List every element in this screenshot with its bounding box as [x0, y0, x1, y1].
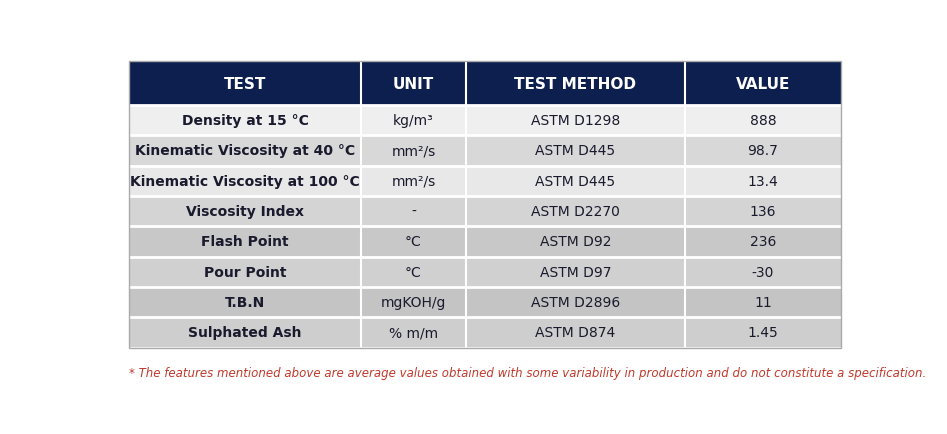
- Bar: [361, 197, 466, 227]
- Text: Sulphated Ash: Sulphated Ash: [188, 326, 302, 340]
- Bar: [361, 166, 466, 197]
- Text: -: -: [411, 204, 416, 219]
- Bar: [466, 62, 685, 105]
- Bar: [130, 197, 361, 227]
- Text: -30: -30: [752, 265, 774, 279]
- Text: 98.7: 98.7: [747, 144, 778, 158]
- Bar: [685, 105, 841, 136]
- Text: 11: 11: [754, 296, 772, 309]
- Bar: [466, 105, 685, 136]
- Text: ASTM D874: ASTM D874: [535, 326, 616, 340]
- Bar: [466, 136, 685, 166]
- Text: Kinematic Viscosity at 40 °C: Kinematic Viscosity at 40 °C: [135, 144, 355, 158]
- Text: Flash Point: Flash Point: [202, 235, 289, 249]
- Text: T.B.N: T.B.N: [225, 296, 265, 309]
- Bar: [130, 287, 361, 318]
- Text: ASTM D2270: ASTM D2270: [531, 204, 620, 219]
- Bar: [130, 105, 361, 136]
- Bar: [466, 257, 685, 287]
- Bar: [685, 257, 841, 287]
- Text: mgKOH/g: mgKOH/g: [381, 296, 446, 309]
- Bar: [466, 166, 685, 197]
- Bar: [361, 227, 466, 257]
- Text: °C: °C: [405, 265, 421, 279]
- Bar: [361, 105, 466, 136]
- Text: 236: 236: [750, 235, 777, 249]
- Bar: [361, 318, 466, 348]
- Bar: [685, 166, 841, 197]
- Bar: [361, 257, 466, 287]
- Bar: [361, 62, 466, 105]
- Text: ASTM D1298: ASTM D1298: [530, 114, 620, 128]
- Bar: [130, 166, 361, 197]
- Text: ASTM D2896: ASTM D2896: [530, 296, 620, 309]
- Text: 888: 888: [750, 114, 777, 128]
- Bar: [685, 136, 841, 166]
- Bar: [685, 287, 841, 318]
- Text: TEST METHOD: TEST METHOD: [514, 76, 636, 91]
- Text: Kinematic Viscosity at 100 °C: Kinematic Viscosity at 100 °C: [130, 174, 360, 188]
- Text: % m/m: % m/m: [389, 326, 438, 340]
- Text: ASTM D92: ASTM D92: [540, 235, 611, 249]
- Text: VALUE: VALUE: [736, 76, 790, 91]
- Bar: [466, 287, 685, 318]
- Bar: [685, 227, 841, 257]
- Text: mm²/s: mm²/s: [391, 174, 436, 188]
- Bar: [685, 318, 841, 348]
- Text: ASTM D445: ASTM D445: [535, 144, 616, 158]
- Text: 13.4: 13.4: [747, 174, 778, 188]
- Bar: [130, 227, 361, 257]
- Text: Viscosity Index: Viscosity Index: [186, 204, 304, 219]
- Bar: [130, 62, 361, 105]
- Text: °C: °C: [405, 235, 421, 249]
- Text: Pour Point: Pour Point: [204, 265, 286, 279]
- Text: ASTM D445: ASTM D445: [535, 174, 616, 188]
- Text: 136: 136: [750, 204, 777, 219]
- Text: TEST: TEST: [223, 76, 266, 91]
- Bar: [466, 318, 685, 348]
- Bar: [130, 62, 841, 348]
- Text: 1.45: 1.45: [747, 326, 778, 340]
- Bar: [130, 318, 361, 348]
- Text: mm²/s: mm²/s: [391, 144, 436, 158]
- Text: kg/m³: kg/m³: [393, 114, 434, 128]
- Text: Density at 15 °C: Density at 15 °C: [182, 114, 309, 128]
- Bar: [466, 197, 685, 227]
- Bar: [685, 197, 841, 227]
- Bar: [361, 287, 466, 318]
- Text: ASTM D97: ASTM D97: [540, 265, 611, 279]
- Text: * The features mentioned above are average values obtained with some variability: * The features mentioned above are avera…: [130, 366, 926, 379]
- Bar: [685, 62, 841, 105]
- Text: UNIT: UNIT: [393, 76, 434, 91]
- Bar: [361, 136, 466, 166]
- Bar: [130, 257, 361, 287]
- Bar: [130, 136, 361, 166]
- Bar: [466, 227, 685, 257]
